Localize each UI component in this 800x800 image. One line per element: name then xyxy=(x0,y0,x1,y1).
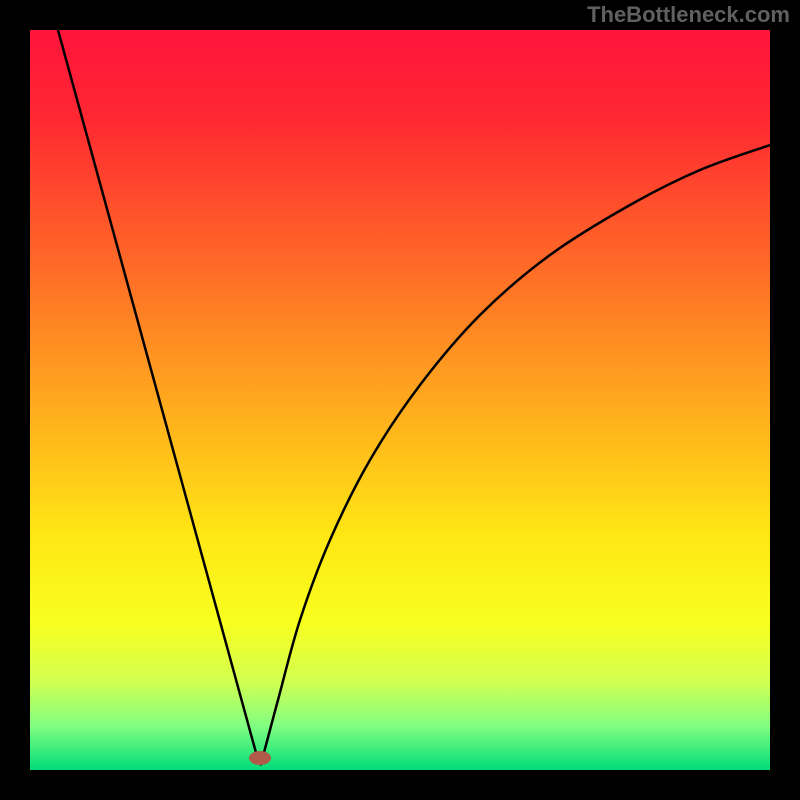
chart-container: TheBottleneck.com xyxy=(0,0,800,800)
plot-area xyxy=(30,30,770,770)
vertex-marker xyxy=(249,751,271,765)
watermark-text: TheBottleneck.com xyxy=(587,2,790,28)
bottleneck-chart xyxy=(0,0,800,800)
